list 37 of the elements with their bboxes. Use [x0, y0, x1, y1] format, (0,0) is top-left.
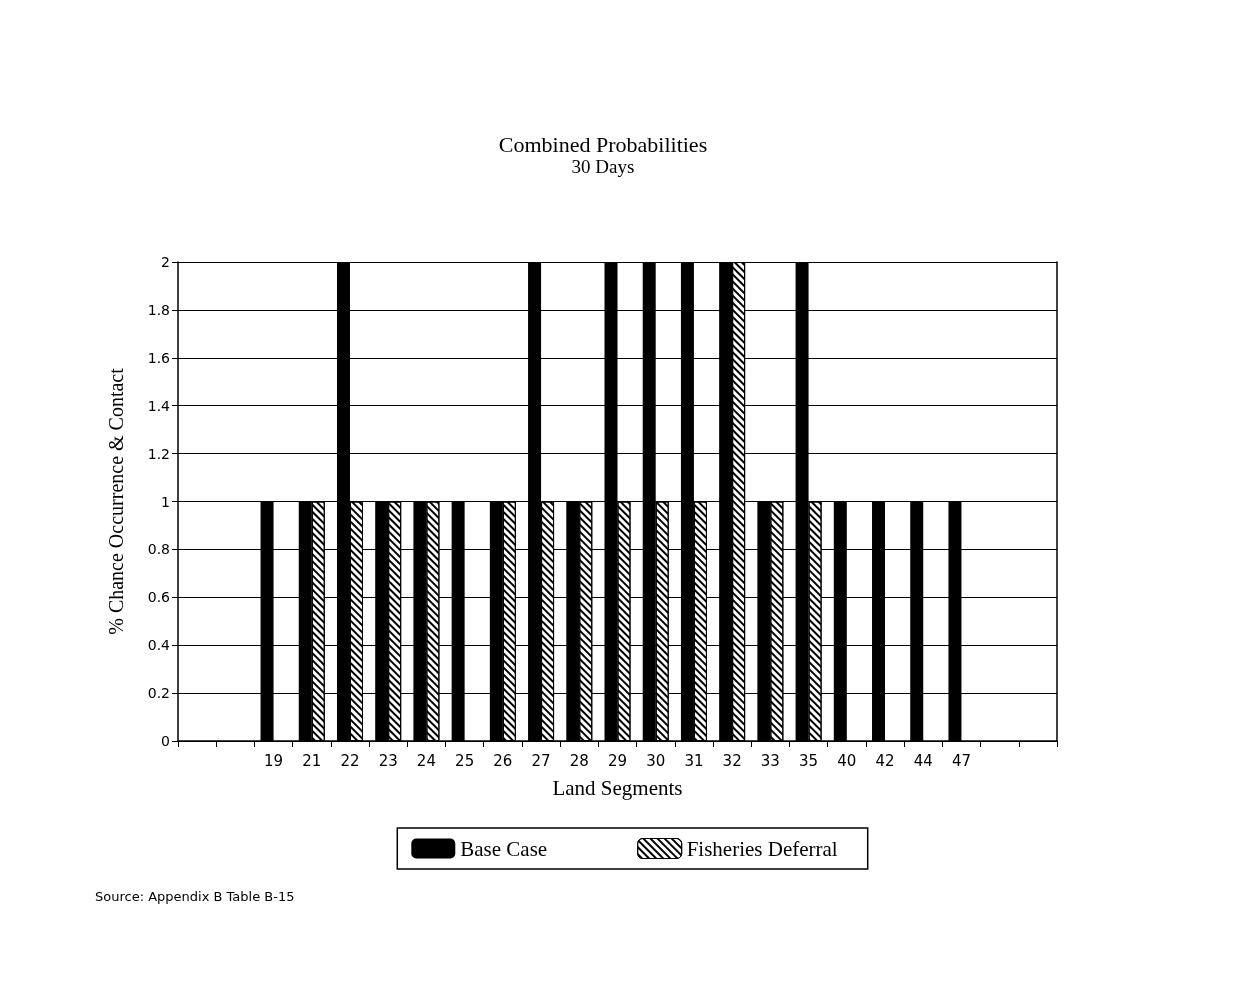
x-tick-label: 30 [646, 751, 666, 770]
x-tick-label: 35 [799, 751, 819, 770]
x-tick-label: 23 [378, 751, 398, 770]
x-tick-label: 42 [875, 751, 895, 770]
x-tick-label: 32 [722, 751, 742, 770]
x-axis-title: Land Segments [552, 775, 683, 800]
y-tick-label: 1.2 [147, 445, 170, 462]
source-note: Source: Appendix B Table B-15 [95, 889, 295, 904]
y-tick-label: 1.6 [147, 349, 171, 366]
legend-label: Fisheries Deferral [686, 836, 838, 861]
y-tick-label: 0.8 [147, 541, 170, 558]
x-tick-label: 24 [416, 751, 436, 770]
x-tick-label: 25 [455, 751, 475, 770]
y-tick-label: 1 [161, 493, 170, 510]
y-tick-label: 1.4 [147, 397, 171, 414]
y-tick-label: 0.2 [147, 685, 170, 702]
legend-label: Base Case [460, 836, 548, 861]
x-tick-label: 27 [531, 751, 551, 770]
x-tick-label: 26 [493, 751, 513, 770]
x-tick-label: 44 [913, 751, 933, 770]
x-tick-label: 47 [951, 751, 971, 770]
y-axis-title: % Chance Occurrence & Contact [105, 367, 127, 635]
y-tick-label: 0.4 [147, 637, 171, 654]
y-tick-label: 2 [161, 254, 170, 270]
y-tick-label: 0 [161, 733, 170, 749]
x-tick-label: 40 [837, 751, 857, 770]
chart-subtitle: 30 Days [571, 156, 635, 177]
x-tick-label: 22 [340, 751, 360, 770]
x-tick-label: 28 [569, 751, 589, 770]
chart-title: Combined Probabilities [498, 131, 708, 157]
y-tick-label: 0.6 [147, 589, 171, 606]
x-tick-label: 33 [760, 751, 780, 770]
y-tick-label: 1.8 [147, 301, 170, 318]
x-tick-label: 31 [684, 751, 704, 770]
x-tick-label: 19 [264, 751, 284, 770]
x-tick-label: 29 [607, 751, 628, 770]
x-tick-label: 21 [302, 751, 322, 770]
